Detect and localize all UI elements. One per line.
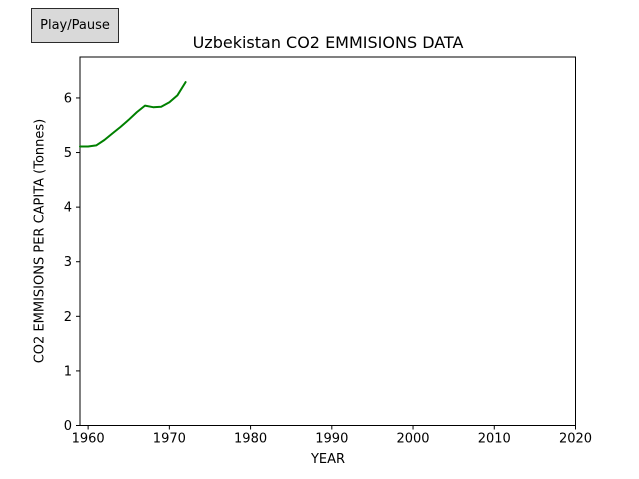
y-axis-title: CO2 EMMISIONS PER CAPITA (Tonnes) <box>32 118 48 364</box>
x-tick-label: 1960 <box>72 432 105 447</box>
x-tick-label: 1980 <box>234 432 267 447</box>
y-tick-label: 2 <box>64 310 72 325</box>
y-tick-label: 6 <box>64 91 72 106</box>
x-axis-title: YEAR <box>310 452 346 467</box>
x-tick-label: 1970 <box>153 432 186 447</box>
y-tick-label: 0 <box>64 419 72 434</box>
x-tick-label: 2000 <box>396 432 429 447</box>
chart-title: Uzbekistan CO2 EMMISIONS DATA <box>192 33 464 52</box>
x-tick-label: 2010 <box>478 432 511 447</box>
y-tick-label: 3 <box>64 255 72 270</box>
y-tick-label: 5 <box>64 146 72 161</box>
x-tick-label: 2020 <box>559 432 592 447</box>
y-tick-label: 4 <box>64 201 72 216</box>
co2-emissions-line <box>79 81 187 148</box>
x-tick-label: 1990 <box>315 432 348 447</box>
axes-frame <box>79 56 576 426</box>
y-tick-label: 1 <box>64 364 72 379</box>
play-pause-button[interactable]: Play/Pause <box>31 8 119 43</box>
